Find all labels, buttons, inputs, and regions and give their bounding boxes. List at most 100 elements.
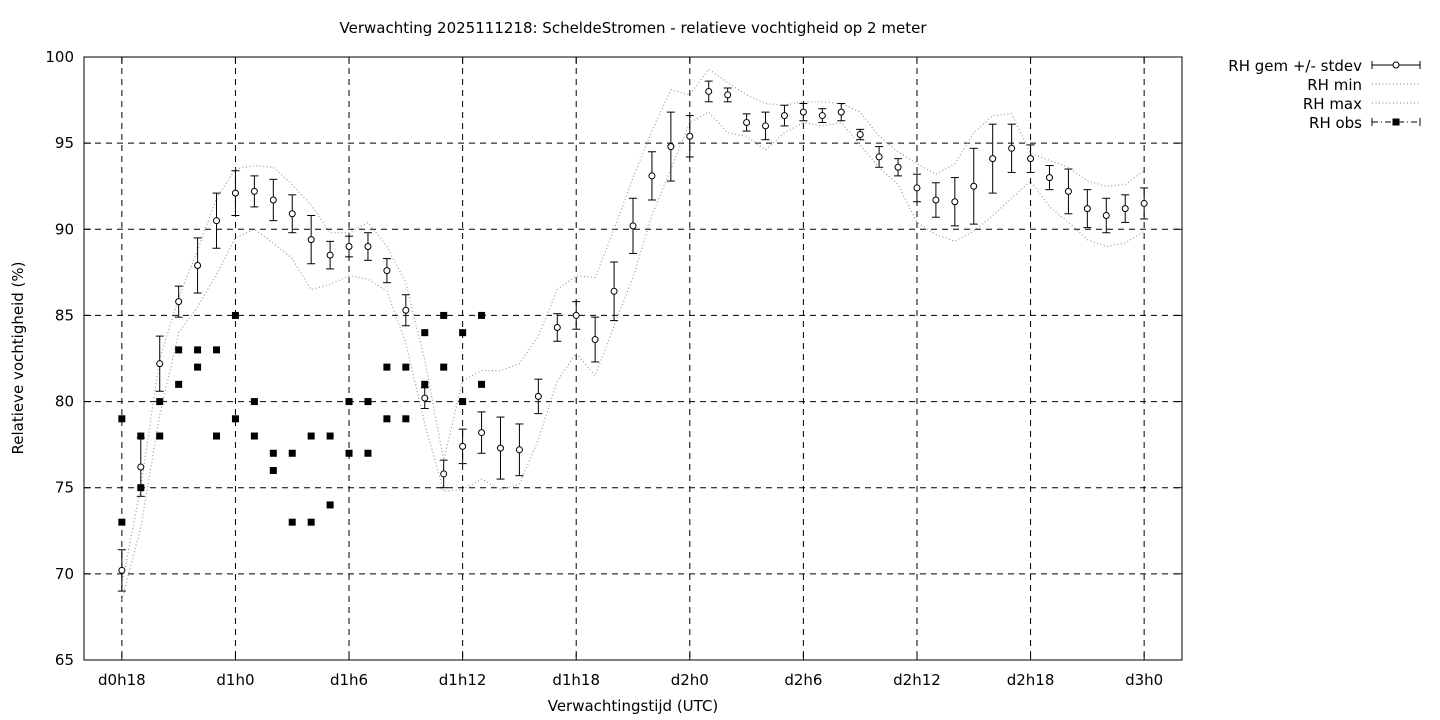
obs-point [250, 398, 258, 406]
mean-point [951, 198, 959, 206]
legend-sample-mean-marker [1392, 61, 1400, 69]
obs-point [269, 449, 277, 457]
mean-point [1102, 212, 1110, 220]
mean-point [837, 108, 845, 116]
mean-point [478, 429, 486, 437]
obs-point [307, 432, 315, 440]
y-tick-label: 90 [55, 220, 74, 238]
mean-point [175, 298, 183, 306]
mean-point [799, 108, 807, 116]
mean-point [705, 87, 713, 95]
obs-point [326, 432, 334, 440]
x-tick-label: d1h0 [216, 671, 254, 689]
mean-point [496, 444, 504, 452]
obs-point [345, 398, 353, 406]
mean-point [1121, 205, 1129, 213]
obs-point [421, 329, 429, 337]
obs-point [118, 518, 126, 526]
legend-entry-obs: RH obs [1309, 114, 1362, 132]
mean-point [875, 153, 883, 161]
series-line-rh-min [121, 111, 1145, 600]
mean-point [762, 122, 770, 130]
mean-point [1027, 155, 1035, 163]
mean-point [250, 187, 258, 195]
mean-point [1083, 205, 1091, 213]
mean-point [970, 182, 978, 190]
mean-point [591, 336, 599, 344]
x-tick-label: d1h6 [330, 671, 368, 689]
obs-point [421, 380, 429, 388]
mean-point [932, 196, 940, 204]
obs-point [213, 432, 221, 440]
mean-point [231, 189, 239, 197]
obs-point [194, 346, 202, 354]
obs-point [383, 415, 391, 423]
series-line-rh-max [121, 68, 1145, 585]
y-tick-label: 70 [55, 565, 74, 583]
mean-point [307, 236, 315, 244]
mean-point [989, 155, 997, 163]
mean-point [1140, 199, 1148, 207]
y-tick-label: 65 [55, 651, 74, 669]
y-tick-label: 95 [55, 134, 74, 152]
mean-point [326, 251, 334, 259]
legend-entry-max: RH max [1302, 95, 1362, 113]
obs-point [326, 501, 334, 509]
y-tick-label: 100 [45, 48, 74, 66]
mean-point [213, 217, 221, 225]
obs-point [231, 415, 239, 423]
mean-point [515, 446, 523, 454]
obs-point [288, 518, 296, 526]
mean-point [288, 210, 296, 218]
obs-point [288, 449, 296, 457]
obs-point [402, 415, 410, 423]
obs-point [194, 363, 202, 371]
mean-point [743, 118, 751, 126]
mean-point [1008, 144, 1016, 152]
mean-point [440, 470, 448, 478]
mean-point [894, 163, 902, 171]
obs-point [440, 363, 448, 371]
mean-point [648, 172, 656, 180]
x-tick-label: d1h18 [552, 671, 600, 689]
mean-point [118, 566, 126, 574]
mean-point [269, 196, 277, 204]
mean-point [383, 267, 391, 275]
mean-point [572, 311, 580, 319]
mean-point [667, 143, 675, 151]
obs-point [156, 432, 164, 440]
obs-point [383, 363, 391, 371]
obs-point [345, 449, 353, 457]
x-tick-label: d1h12 [439, 671, 487, 689]
mean-point [1045, 174, 1053, 182]
mean-point [364, 243, 372, 251]
mean-point [156, 360, 164, 368]
mean-point [1064, 187, 1072, 195]
obs-point [137, 432, 145, 440]
obs-point [307, 518, 315, 526]
obs-point [440, 311, 448, 319]
legend-entry-min: RH min [1307, 76, 1362, 94]
mean-point [421, 394, 429, 402]
mean-point [402, 306, 410, 314]
chart-title: Verwachting 2025111218: ScheldeStromen -… [339, 19, 927, 37]
obs-point [213, 346, 221, 354]
obs-point [269, 466, 277, 474]
legend-sample-obs-marker [1392, 118, 1400, 126]
obs-point [478, 380, 486, 388]
mean-point [913, 184, 921, 192]
x-axis-label: Verwachtingstijd (UTC) [547, 697, 719, 715]
x-tick-label: d3h0 [1125, 671, 1163, 689]
mean-point [345, 243, 353, 251]
obs-point [364, 449, 372, 457]
mean-point [686, 132, 694, 140]
obs-point [118, 415, 126, 423]
obs-point [231, 311, 239, 319]
mean-point [856, 131, 864, 139]
mean-point [610, 287, 618, 295]
obs-point [250, 432, 258, 440]
mean-point [780, 112, 788, 120]
obs-point [459, 329, 467, 337]
mean-point [459, 442, 467, 450]
